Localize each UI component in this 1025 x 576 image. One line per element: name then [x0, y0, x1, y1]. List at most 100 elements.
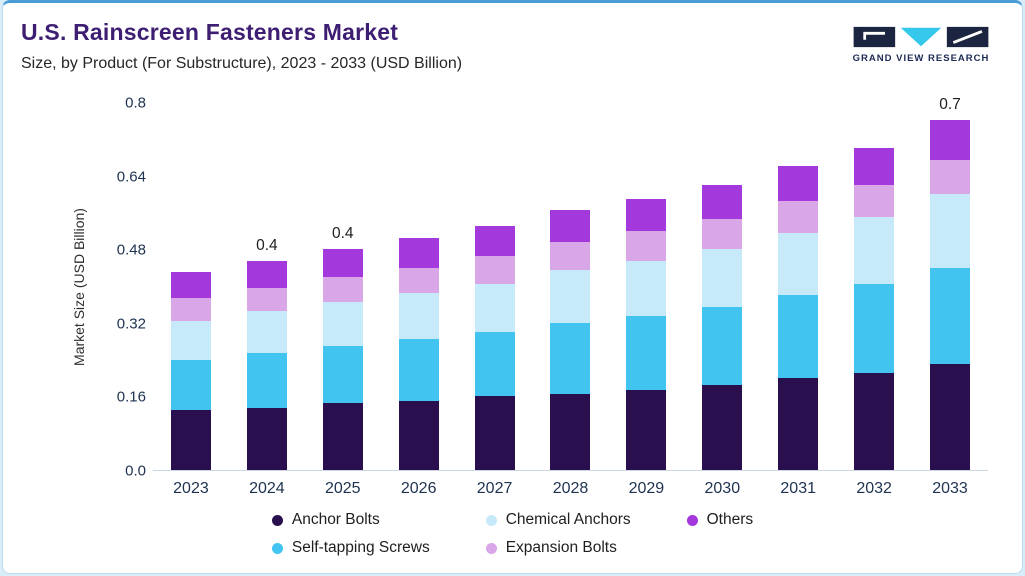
bar-segment-expansion-bolts	[550, 242, 591, 270]
legend-swatch	[271, 542, 283, 554]
x-axis-label: 2027	[476, 480, 513, 497]
x-axis-label: 2030	[704, 480, 741, 497]
bar-segment-anchor-bolts	[778, 378, 819, 470]
brand-name: GRAND VIEW RESEARCH	[852, 53, 990, 64]
bar-segment-anchor-bolts	[930, 364, 971, 470]
x-axis-label: 2033	[932, 480, 968, 497]
bar-segment-anchor-bolts	[322, 403, 363, 470]
x-axis-label: 2028	[552, 480, 589, 497]
bar-group-2024: 0.4	[229, 103, 305, 470]
bar-segment-anchor-bolts	[702, 384, 743, 470]
bar-segment-anchor-bolts	[246, 407, 287, 470]
x-axis-label: 2032	[856, 480, 892, 497]
bar-segment-chemical-anchors	[702, 249, 743, 307]
bar-segment-others	[778, 166, 819, 201]
bar-segment-chemical-anchors	[246, 311, 287, 353]
bar-segment-self-tapping-screws	[930, 267, 971, 365]
bar-segment-expansion-bolts	[626, 230, 667, 261]
bar-segment-others	[930, 120, 971, 160]
bar-group-2033: 0.7	[912, 96, 988, 470]
bar-segment-expansion-bolts	[930, 159, 971, 195]
bar-segment-self-tapping-screws	[246, 352, 287, 408]
bar-group-2029	[608, 103, 684, 470]
x-axis-label: 2026	[400, 480, 437, 497]
chart-subtitle: Size, by Product (For Substructure), 202…	[21, 55, 463, 72]
bar-segment-others	[246, 260, 287, 289]
x-axis-label: 2025	[324, 480, 361, 497]
bar-stack	[778, 166, 819, 470]
grand-view-research-logo: GRAND VIEW RESEARCH	[846, 25, 996, 64]
bar-segment-anchor-bolts	[626, 389, 667, 470]
bar-segment-expansion-bolts	[398, 267, 439, 293]
bar-segment-chemical-anchors	[626, 260, 667, 316]
bar-value-label: 0.4	[331, 225, 354, 243]
legend-swatch	[686, 514, 698, 526]
y-tick-label: 0.16	[116, 388, 146, 406]
bar-segment-expansion-bolts	[702, 219, 743, 250]
bar-value-label: 0.4	[256, 236, 278, 254]
legend-item-others: Others	[686, 511, 753, 529]
bar-segment-self-tapping-screws	[474, 332, 515, 397]
x-axis-label: 2031	[780, 480, 816, 497]
bar-group-2030	[684, 103, 760, 470]
chart-plot-area: 0.4 0.4 0.7	[153, 96, 988, 471]
x-axis-label: 2023	[173, 480, 209, 497]
bar-segment-self-tapping-screws	[702, 306, 743, 385]
y-axis-ticks: 0.0 0.16 0.32 0.48 0.64 0.8	[3, 95, 146, 480]
bar-segment-chemical-anchors	[170, 320, 211, 360]
bar-group-2028	[533, 103, 609, 470]
bar-segment-self-tapping-screws	[170, 359, 211, 411]
bar-segment-expansion-bolts	[778, 200, 819, 234]
y-tick-label: 0.32	[116, 315, 146, 333]
legend-swatch	[485, 514, 497, 526]
bar-group-2026	[381, 103, 457, 470]
bar-stack	[550, 210, 591, 470]
legend-item-chemical-anchors: Chemical Anchors	[485, 511, 631, 529]
bar-segment-anchor-bolts	[854, 373, 895, 470]
bar-segment-others	[702, 184, 743, 220]
bar-segment-expansion-bolts	[322, 276, 363, 303]
x-axis-label: 2029	[628, 480, 665, 497]
bar-segment-self-tapping-screws	[854, 283, 895, 374]
bar-stack	[246, 260, 287, 470]
bar-group-2031	[760, 103, 836, 470]
bar-segment-self-tapping-screws	[626, 315, 667, 390]
legend-grid: Anchor Bolts Chemical Anchors Others Self-t…	[271, 511, 753, 557]
bar-stack	[474, 226, 515, 470]
bar-segment-expansion-bolts	[474, 256, 515, 284]
legend-label: Self-tapping Screws	[291, 539, 430, 556]
bar-segment-self-tapping-screws	[778, 295, 819, 378]
plot: 0.4 0.4 0.7	[153, 96, 988, 471]
bar-segment-anchor-bolts	[170, 410, 211, 470]
bar-segment-others	[322, 249, 363, 277]
legend-swatch	[485, 542, 497, 554]
legend-swatch	[271, 514, 283, 526]
y-tick-label: 0.0	[125, 462, 146, 480]
bar-segment-chemical-anchors	[322, 302, 363, 346]
bar-stack	[322, 249, 363, 470]
bar-group-2032	[836, 103, 912, 470]
logo-mark-icon	[853, 26, 989, 48]
bar-segment-self-tapping-screws	[550, 322, 591, 395]
bar-segment-chemical-anchors	[778, 233, 819, 296]
bar-segment-others	[854, 148, 895, 185]
legend-item-expansion-bolts: Expansion Bolts	[485, 539, 617, 557]
bar-segment-expansion-bolts	[246, 288, 287, 312]
bar-segment-others	[170, 272, 211, 298]
legend-item-anchor-bolts: Anchor Bolts	[271, 511, 380, 529]
bar-segment-self-tapping-screws	[322, 345, 363, 404]
legend-label: Anchor Bolts	[291, 511, 380, 528]
page-title: U.S. Rainscreen Fasteners Market	[21, 19, 399, 45]
bar-segment-anchor-bolts	[474, 396, 515, 470]
y-tick-label: 0.64	[116, 168, 146, 186]
bar-stack	[170, 272, 211, 470]
x-axis-labels: 2023 2024 2025 2026 2027 2028 2029 2030 2031 2032…	[153, 480, 988, 498]
bar-segment-anchor-bolts	[550, 394, 591, 470]
legend-item-self-tapping-screws: Self-tapping Screws	[271, 539, 430, 557]
bar-segment-others	[626, 198, 667, 231]
bar-value-label: 0.7	[939, 96, 961, 114]
bar-segment-expansion-bolts	[170, 297, 211, 321]
bar-segment-others	[398, 237, 439, 268]
legend-label: Chemical Anchors	[505, 511, 631, 528]
bar-segment-others	[474, 226, 515, 257]
